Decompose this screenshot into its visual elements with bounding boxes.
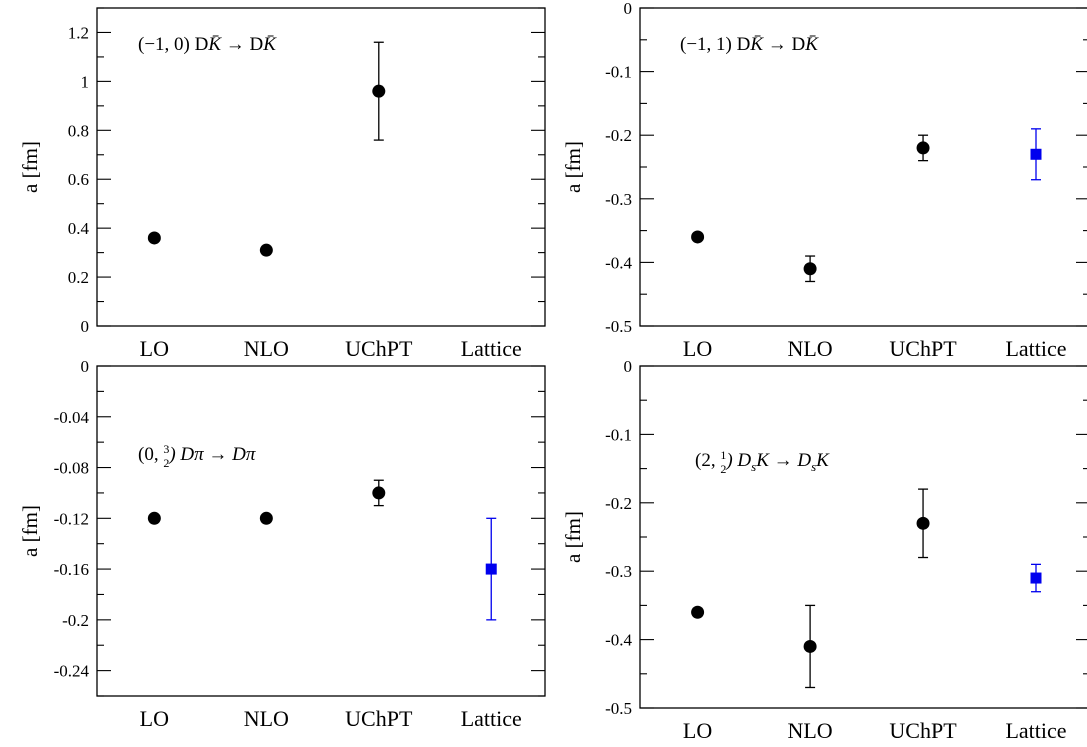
x-tick-label: Lattice (1005, 336, 1066, 361)
title-part: (2, (695, 450, 720, 471)
title-part: K̄ (749, 34, 764, 55)
x-tick-label: NLO (244, 706, 289, 731)
title-part: K → D (755, 450, 811, 471)
y-tick-label: 0.2 (68, 268, 89, 287)
y-tick-label: 0 (624, 0, 633, 18)
title-part: (−1, 0) D (138, 34, 208, 55)
chart-panel-2: -0.5 -0.4 -0.3 -0.2 -0.1 0 LO NLO UChPT Lattice a … (561, 0, 1087, 361)
title-part: K̄ (207, 34, 222, 55)
y-tick-label: 1.2 (68, 23, 89, 42)
panel-title: (−1, 1) DK̄ → DK̄ (680, 34, 819, 55)
data-point-circle (803, 262, 817, 276)
title-part: → D (221, 34, 263, 55)
title-part: K̄ (804, 34, 819, 55)
plot-frame (639, 365, 1087, 709)
y-tick-label: 0 (81, 317, 90, 336)
x-tick-label: LO (683, 336, 712, 361)
data-point-circle (916, 516, 930, 530)
data-point-square (1030, 572, 1042, 584)
chart-panel-1: 0 0.2 0.4 0.6 0.8 1 1.2 LO NLO UChPT Lattice a [fm]… (18, 7, 546, 361)
y-tick-label: -0.12 (54, 509, 89, 528)
y-tick-label: -0.3 (605, 562, 632, 581)
data-point-circle (916, 141, 930, 155)
data-point-square (485, 563, 497, 575)
x-tick-label: Lattice (461, 706, 522, 731)
data-point-circle (259, 511, 273, 525)
title-part: (0, (138, 444, 163, 465)
y-axis-label: a [fm] (18, 141, 42, 193)
y-tick-label: -0.4 (605, 631, 632, 650)
plot-frame (639, 7, 1087, 327)
title-part: K (815, 450, 830, 471)
y-tick-label: 0.8 (68, 121, 89, 140)
title-frac-den: 2 (720, 462, 726, 476)
y-tick-label: -0.08 (54, 459, 89, 478)
data-point-circle (147, 511, 161, 525)
y-tick-label: -0.16 (54, 560, 89, 579)
data-point-square (1030, 148, 1042, 160)
data-point-circle (147, 231, 161, 245)
y-tick-label: -0.1 (605, 63, 632, 82)
x-tick-label: Lattice (1005, 718, 1066, 743)
plot-frame (96, 7, 546, 327)
data-point-circle (372, 84, 386, 98)
y-tick-label: 0.4 (68, 219, 90, 238)
data-point-circle (259, 243, 273, 257)
y-tick-label: -0.2 (62, 611, 89, 630)
y-tick-label: -0.4 (605, 253, 632, 272)
title-part: → D (763, 34, 805, 55)
x-tick-label: NLO (787, 336, 832, 361)
y-tick-label: -0.5 (605, 317, 632, 336)
y-tick-label: -0.3 (605, 190, 632, 209)
y-tick-label: 1 (81, 72, 90, 91)
y-axis-label: a [fm] (561, 141, 585, 193)
title-frac-num: 1 (720, 448, 726, 462)
x-tick-label: UChPT (889, 336, 957, 361)
title-part: K̄ (262, 34, 277, 55)
y-tick-label: 0 (624, 357, 633, 376)
x-tick-label: Lattice (461, 336, 522, 361)
plot-frame (96, 365, 546, 697)
y-tick-label: -0.04 (54, 408, 90, 427)
y-tick-label: 0 (81, 357, 90, 376)
title-part: ) D (725, 450, 751, 471)
data-point-circle (691, 230, 705, 244)
x-tick-label: NLO (244, 336, 289, 361)
y-tick-label: -0.1 (605, 425, 632, 444)
panel-title: (2, 1 2) DsK → DsK (695, 448, 830, 476)
chart-panel-4: -0.5 -0.4 -0.3 -0.2 -0.1 0 LO NLO UChPT Lattice a … (561, 357, 1087, 743)
title-sub: s (751, 459, 756, 474)
x-tick-label: LO (683, 718, 712, 743)
y-tick-label: -0.5 (605, 699, 632, 718)
y-axis-label: a [fm] (561, 511, 585, 563)
data-point-circle (803, 639, 817, 653)
panel-title: (−1, 0) DK̄ → DK̄ (138, 34, 277, 55)
data-point-circle (372, 486, 386, 500)
panel-title: (0, 3 2) Dπ → Dπ (138, 442, 256, 470)
title-part: (−1, 1) D (680, 34, 750, 55)
data-point-circle (691, 605, 705, 619)
x-tick-label: NLO (787, 718, 832, 743)
x-tick-label: UChPT (345, 336, 413, 361)
y-tick-label: 0.6 (68, 170, 89, 189)
y-tick-label: -0.2 (605, 126, 632, 145)
chart-panel-3: -0.24 -0.2 -0.16 -0.12 -0.08 -0.04 0 LO NLO UChPT… (18, 357, 546, 731)
title-frac-den: 2 (163, 456, 169, 470)
y-tick-label: -0.2 (605, 494, 632, 513)
title-sub: s (811, 459, 816, 474)
title-part: ) Dπ → Dπ (168, 444, 256, 465)
x-tick-label: LO (140, 336, 169, 361)
x-tick-label: UChPT (345, 706, 413, 731)
y-tick-label: -0.24 (54, 662, 90, 681)
x-tick-label: LO (140, 706, 169, 731)
x-tick-label: UChPT (889, 718, 957, 743)
title-frac-num: 3 (163, 442, 169, 456)
y-axis-label: a [fm] (18, 505, 42, 557)
